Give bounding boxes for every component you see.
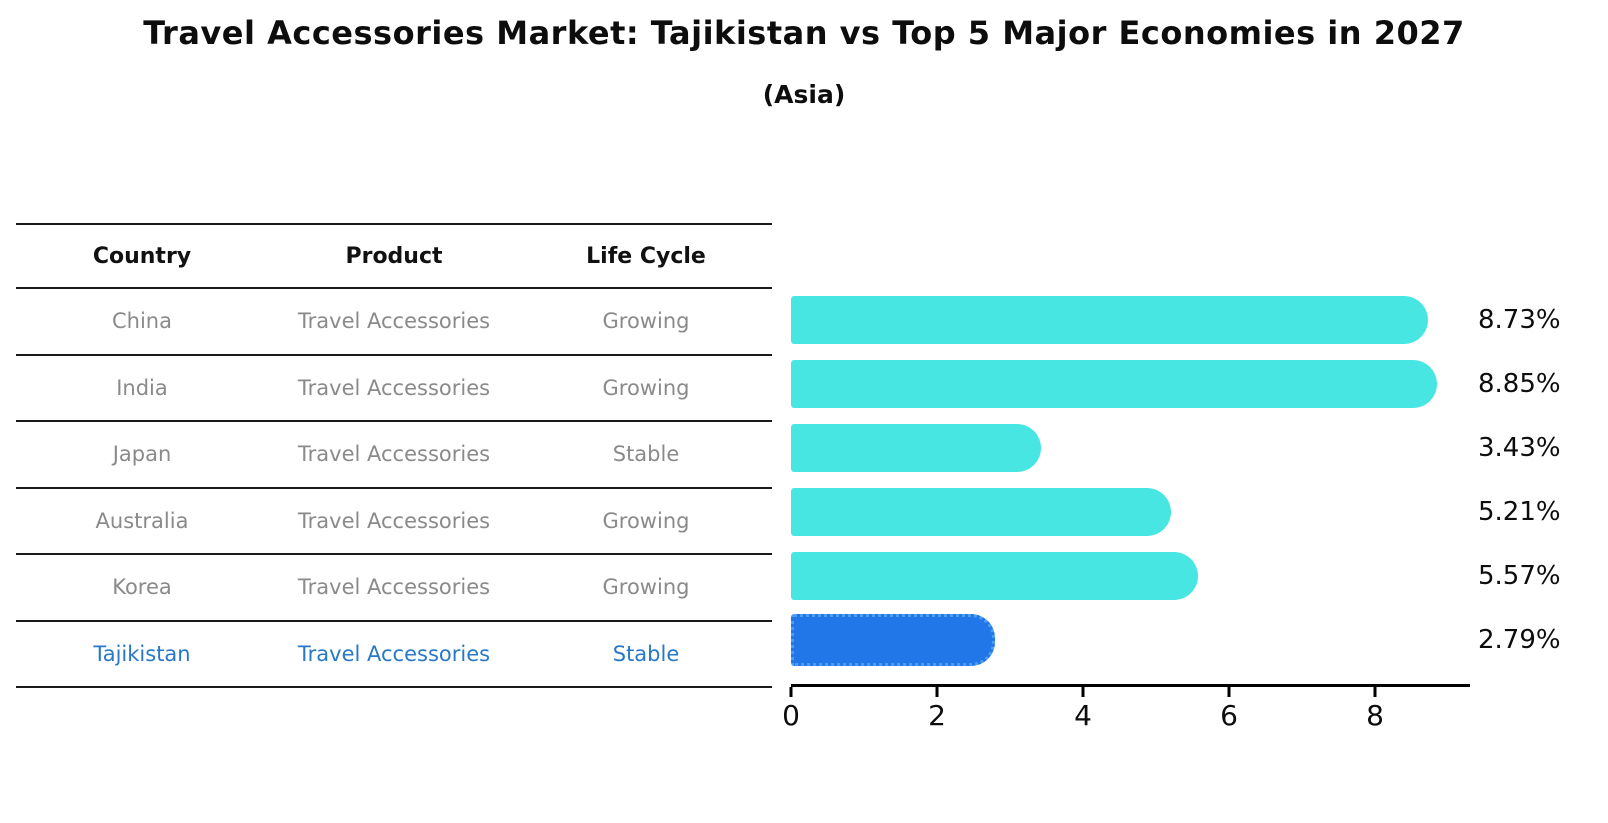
x-tick-label-8: 8 bbox=[1366, 699, 1384, 732]
x-axis-line bbox=[791, 684, 1470, 687]
x-tick-label-4: 4 bbox=[1074, 699, 1092, 732]
table-row-japan: Japan Travel Accessories Stable bbox=[16, 422, 772, 489]
bar-value-australia: 5.21% bbox=[1478, 497, 1561, 527]
x-tick-mark-0 bbox=[789, 687, 793, 697]
column-header-country: Country bbox=[92, 243, 192, 269]
cell-country: China bbox=[112, 309, 172, 334]
cell-country: Australia bbox=[95, 508, 189, 533]
table-row-india: India Travel Accessories Growing bbox=[16, 356, 772, 422]
bar-australia bbox=[791, 488, 1172, 536]
cell-lifecycle: Growing bbox=[602, 508, 690, 533]
bar-value-korea: 5.57% bbox=[1478, 561, 1561, 591]
table-body: China Travel Accessories Growing India Trave… bbox=[16, 289, 772, 688]
comparison-table: Country Product Life Cycle China Travel A… bbox=[16, 223, 772, 688]
x-tick-mark-2 bbox=[935, 687, 939, 697]
x-tick-label-2: 2 bbox=[928, 699, 946, 732]
x-tick-mark-6 bbox=[1227, 687, 1231, 697]
bar-value-tajikistan: 2.79% bbox=[1478, 625, 1561, 655]
x-tick-mark-4 bbox=[1081, 687, 1085, 697]
cell-product: Travel Accessories bbox=[297, 442, 491, 467]
cell-country: Korea bbox=[112, 575, 172, 600]
bar-india bbox=[791, 360, 1438, 408]
table-row-australia: Australia Travel Accessories Growing bbox=[16, 489, 772, 555]
cell-country: India bbox=[116, 375, 168, 400]
table-row-tajikistan: Tajikistan Travel Accessories Stable bbox=[16, 622, 772, 688]
chart-title: Travel Accessories Market: Tajikistan vs… bbox=[143, 14, 1465, 52]
cell-product: Travel Accessories bbox=[297, 309, 491, 334]
cell-product: Travel Accessories bbox=[297, 575, 491, 600]
cell-product: Travel Accessories bbox=[297, 508, 491, 533]
chart-subtitle: (Asia) bbox=[762, 80, 846, 109]
bar-value-china: 8.73% bbox=[1478, 305, 1561, 335]
cell-product: Travel Accessories bbox=[297, 641, 491, 666]
cell-lifecycle: Growing bbox=[602, 309, 690, 334]
bar-tajikistan bbox=[791, 614, 995, 666]
table-row-china: China Travel Accessories Growing bbox=[16, 289, 772, 356]
x-tick-label-6: 6 bbox=[1220, 699, 1238, 732]
bar-japan bbox=[791, 424, 1042, 472]
cell-lifecycle: Growing bbox=[602, 375, 690, 400]
column-header-product: Product bbox=[345, 243, 443, 269]
column-header-lifecycle: Life Cycle bbox=[586, 243, 706, 269]
table-header-row: Country Product Life Cycle bbox=[16, 225, 772, 289]
bar-china bbox=[791, 296, 1429, 344]
cell-country: Tajikistan bbox=[93, 641, 191, 666]
bar-value-japan: 3.43% bbox=[1478, 433, 1561, 463]
x-tick-label-0: 0 bbox=[782, 699, 800, 732]
x-tick-mark-8 bbox=[1373, 687, 1377, 697]
cell-lifecycle: Stable bbox=[612, 641, 680, 666]
cell-product: Travel Accessories bbox=[297, 375, 491, 400]
table-row-korea: Korea Travel Accessories Growing bbox=[16, 555, 772, 622]
cell-country: Japan bbox=[112, 442, 172, 467]
cell-lifecycle: Growing bbox=[602, 575, 690, 600]
bar-korea bbox=[791, 552, 1198, 600]
cell-lifecycle: Stable bbox=[612, 442, 680, 467]
bar-value-india: 8.85% bbox=[1478, 369, 1561, 399]
